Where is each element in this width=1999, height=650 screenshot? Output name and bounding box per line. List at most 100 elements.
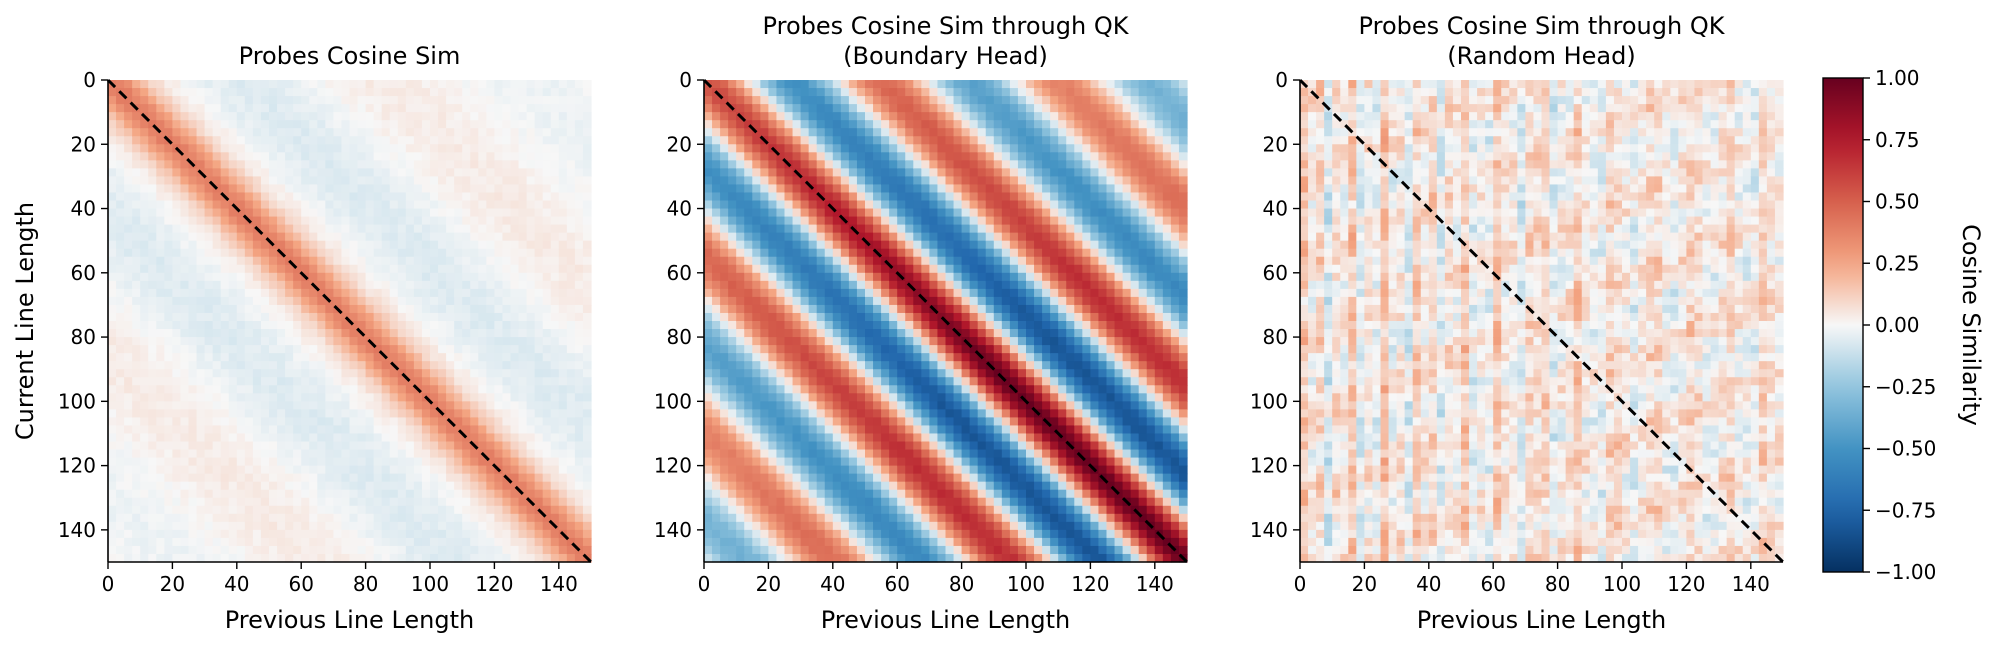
heatmap-cell <box>478 184 487 194</box>
heatmap-cell <box>873 136 882 145</box>
heatmap-cell <box>728 96 737 105</box>
heatmap-cell <box>365 473 375 483</box>
heatmap-cell <box>188 345 198 354</box>
heatmap-cell <box>108 337 117 346</box>
heatmap-cell <box>712 401 721 410</box>
heatmap-cell <box>397 545 407 555</box>
heatmap-cell <box>720 481 729 491</box>
heatmap-cell <box>381 377 391 386</box>
heatmap-cell <box>196 337 206 346</box>
heatmap-cell <box>760 144 769 153</box>
heatmap-cell <box>502 160 512 169</box>
heatmap-cell <box>269 184 278 194</box>
heatmap-cell <box>784 529 794 539</box>
heatmap-cell <box>293 441 302 451</box>
heatmap-cell <box>357 256 367 266</box>
heatmap-cell <box>792 216 802 226</box>
heatmap-cell <box>236 457 246 467</box>
heatmap-cell <box>156 216 165 226</box>
heatmap-cell <box>510 288 520 298</box>
heatmap-cell <box>325 473 334 483</box>
heatmap-cell <box>550 473 560 483</box>
heatmap-cell <box>277 280 286 290</box>
heatmap-cell <box>260 104 270 113</box>
heatmap-cell <box>848 144 858 153</box>
heatmap-cell <box>438 441 447 451</box>
heatmap-cell <box>317 112 326 121</box>
heatmap-cell <box>116 473 125 483</box>
heatmap-cell <box>405 288 415 298</box>
heatmap-cell <box>349 345 359 354</box>
heatmap-cell <box>792 120 802 129</box>
heatmap-cell <box>108 168 117 177</box>
heatmap-cell <box>502 80 512 89</box>
heatmap-cell <box>856 433 866 443</box>
heatmap-cell <box>736 417 745 427</box>
heatmap-cell <box>220 208 230 218</box>
heatmap-cell <box>124 152 133 161</box>
heatmap-cell <box>228 264 238 274</box>
heatmap-cell <box>502 232 512 242</box>
heatmap-cell <box>454 417 463 427</box>
heatmap-cell <box>260 192 270 202</box>
heatmap-cell <box>454 280 463 290</box>
heatmap-cell <box>349 304 359 314</box>
heatmap-cell <box>260 168 270 177</box>
heatmap-cell <box>526 280 536 290</box>
heatmap-cell <box>558 513 568 523</box>
heatmap-cell <box>704 537 713 547</box>
heatmap-cell <box>462 200 471 210</box>
heatmap-cell <box>333 136 343 145</box>
heatmap-cell <box>140 80 149 89</box>
heatmap-cell <box>293 473 302 483</box>
heatmap-cell <box>760 321 769 330</box>
heatmap-cell <box>269 112 278 121</box>
heatmap-cell <box>357 152 367 161</box>
heatmap-cell <box>776 304 786 314</box>
heatmap-cell <box>260 497 270 507</box>
heatmap-cell <box>413 312 423 322</box>
heatmap-cell <box>309 393 318 402</box>
heatmap-cell <box>421 96 431 105</box>
heatmap-cell <box>454 216 463 226</box>
heatmap-cell <box>478 88 487 97</box>
heatmap-cell <box>776 489 786 499</box>
heatmap-cell <box>728 80 737 89</box>
heatmap-cell <box>309 345 318 354</box>
heatmap-cell <box>156 529 165 539</box>
heatmap-cell <box>784 312 794 322</box>
heatmap-cell <box>365 224 375 234</box>
heatmap-cell <box>172 537 182 547</box>
heatmap-cell <box>873 553 882 563</box>
heatmap-cell <box>776 96 786 105</box>
heatmap-cell <box>301 144 310 153</box>
heatmap-cell <box>381 401 391 410</box>
heatmap-cell <box>744 176 753 186</box>
heatmap-cell <box>792 401 802 410</box>
heatmap-cell <box>848 296 858 306</box>
heatmap-cell <box>768 329 778 338</box>
heatmap-cell <box>430 280 439 290</box>
heatmap-cell <box>728 537 737 547</box>
heatmap-cell <box>317 136 326 145</box>
heatmap-cell <box>164 489 173 499</box>
heatmap-cell <box>792 361 802 370</box>
heatmap-cell <box>421 216 431 226</box>
heatmap-cell <box>148 104 157 113</box>
heatmap-cell <box>148 240 157 250</box>
heatmap-cell <box>373 337 383 346</box>
heatmap-cell <box>808 433 818 443</box>
heatmap-cell <box>848 345 858 354</box>
heatmap-cell <box>389 465 399 475</box>
heatmap-cell <box>712 184 721 194</box>
heatmap-cell <box>228 321 238 330</box>
x-tick-label: 80 <box>353 572 378 596</box>
heatmap-cell <box>228 112 238 121</box>
heatmap-cell <box>108 385 117 394</box>
heatmap-cell <box>132 272 141 282</box>
heatmap-cell <box>558 176 568 186</box>
heatmap-cell <box>792 425 802 435</box>
heatmap-cell <box>494 288 504 298</box>
heatmap-cell <box>269 529 278 539</box>
heatmap-cell <box>365 353 375 362</box>
